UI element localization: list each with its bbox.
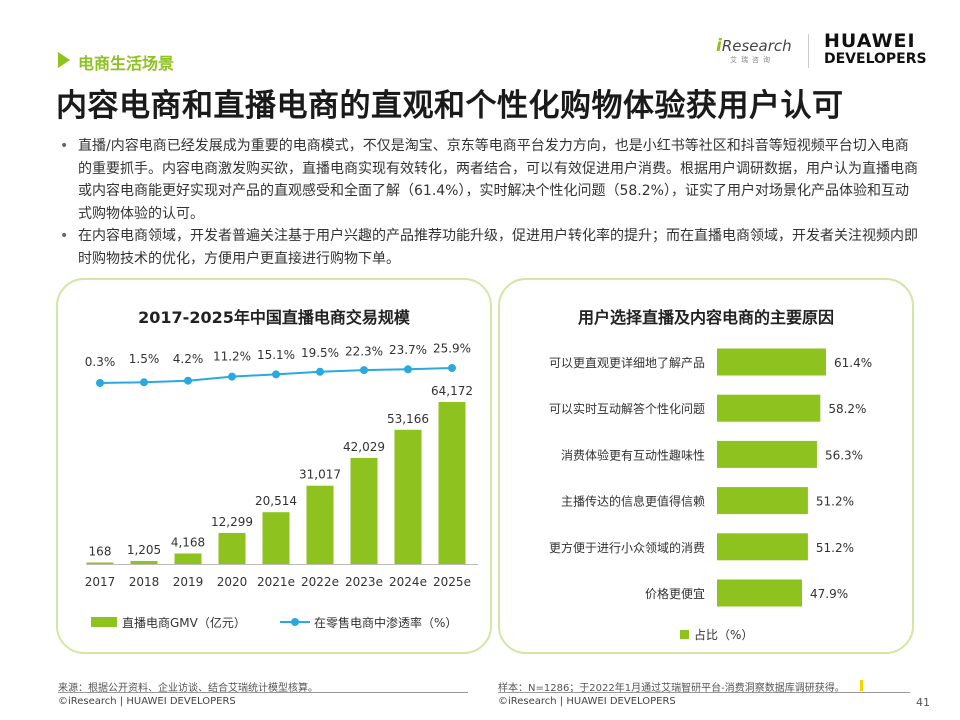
penetration-data-label: 1.5% <box>129 352 160 366</box>
logo-area: iResearch 艾瑞咨询 HUAWEI DEVELOPERS <box>716 32 931 72</box>
gmv-chart: 168 2017 1,205 2018 4,168 2019 12,299 2020 20,51… <box>85 341 478 630</box>
copyright: ©iResearch | HUAWEI DEVELOPERS <box>58 696 236 707</box>
reason-data-label: 56.3% <box>825 448 863 462</box>
penetration-data-label: 25.9% <box>433 341 471 355</box>
iresearch-wordmark: iResearch <box>716 36 792 56</box>
yellow-marker <box>860 680 863 691</box>
gmv-bar <box>306 485 334 564</box>
page-title: 内容电商和直播电商的直观和个性化购物体验获用户认可 <box>56 88 844 124</box>
penetration-data-label: 15.1% <box>257 348 295 362</box>
reason-data-label: 51.2% <box>816 541 854 555</box>
legend-swatch-gmv <box>91 617 117 627</box>
penetration-point <box>316 367 324 376</box>
gmv-data-label: 20,514 <box>255 494 297 508</box>
sample-note: 样本：N=1286；于2022年1月通过艾瑞智研平台-消费洞察数据库调研获得。 <box>498 683 845 694</box>
penetration-data-label: 11.2% <box>213 349 251 363</box>
category-label: 消费体验更有互动性趣味性 <box>561 447 705 462</box>
category-label: 可以更直观更详细地了解产品 <box>549 355 705 370</box>
reason-bar <box>717 487 808 515</box>
category-label: 更方便于进行小众领域的消费 <box>549 540 705 555</box>
penetration-point <box>228 372 236 381</box>
legend-label-gmv: 直播电商GMV（亿元） <box>122 615 246 630</box>
x-tick-label: 2018 <box>129 575 160 589</box>
gmv-bar <box>350 457 378 564</box>
penetration-data-label: 19.5% <box>301 346 339 360</box>
penetration-point <box>184 376 192 385</box>
reason-data-label: 61.4% <box>834 356 872 370</box>
gmv-bar <box>218 532 246 564</box>
penetration-data-label: 4.2% <box>173 352 204 366</box>
category-label: 可以实时互动解答个性化问题 <box>549 401 705 416</box>
gmv-bar <box>174 553 202 564</box>
bullet-list: 直播/内容电商已经发展成为重要的电商模式，不仅是淘宝、京东等电商平台发力方向，也… <box>58 135 918 270</box>
reason-data-label: 58.2% <box>828 402 866 416</box>
gmv-bar <box>86 562 114 564</box>
reason-bar <box>717 579 803 607</box>
x-tick-label: 2020 <box>217 575 248 589</box>
gmv-data-label: 53,166 <box>387 412 429 426</box>
category-label: 主播传达的信息更值得信赖 <box>561 494 705 509</box>
penetration-point <box>360 366 368 375</box>
gmv-data-label: 4,168 <box>171 535 205 549</box>
bullet-item: 在内容电商领域，开发者普遍关注基于用户兴趣的产品推荐功能升级，促进用户转化率的提… <box>58 225 918 270</box>
reasons-chart-title: 用户选择直播及内容电商的主要原因 <box>577 308 834 327</box>
gmv-data-label: 168 <box>89 545 112 559</box>
gmv-bar <box>130 560 158 564</box>
penetration-data-label: 23.7% <box>389 343 427 357</box>
gmv-data-label: 12,299 <box>211 515 253 529</box>
source-note: 来源：根据公开资料、企业访谈、结合艾瑞统计模型核算。 <box>58 683 318 694</box>
x-tick-label: 2022e <box>301 575 339 589</box>
x-tick-label: 2019 <box>173 575 204 589</box>
penetration-data-label: 0.3% <box>85 355 116 369</box>
gmv-data-label: 42,029 <box>343 440 385 454</box>
gmv-chart-title: 2017-2025年中国直播电商交易规模 <box>138 308 410 327</box>
page-number: 41 <box>916 696 930 709</box>
gmv-data-label: 1,205 <box>127 543 161 557</box>
section-label: 电商生活场景 <box>78 54 175 73</box>
legend-label-penetration: 在零售电商中渗透率（%） <box>314 615 457 630</box>
x-tick-label: 2025e <box>433 575 471 589</box>
penetration-point <box>448 364 456 372</box>
reasons-chart-card: 用户选择直播及内容电商的主要原因 可以更直观更详细地了解产品 61.4% 可以实时互… <box>498 278 914 654</box>
x-tick-label: 2017 <box>85 575 116 589</box>
footer-divider <box>498 692 910 693</box>
reason-data-label: 51.2% <box>816 495 854 509</box>
gmv-data-label: 64,172 <box>431 384 473 398</box>
reason-bar <box>717 394 821 422</box>
reasons-chart: 可以更直观更详细地了解产品 61.4% 可以实时互动解答个性化问题 58.2% 消费体验… <box>549 348 872 642</box>
category-label: 价格更便宜 <box>645 586 705 601</box>
penetration-point <box>272 370 280 379</box>
legend-swatch <box>680 630 689 639</box>
footer-divider <box>58 692 468 693</box>
legend-label: 占比（%） <box>694 627 753 642</box>
penetration-data-label: 22.3% <box>345 345 383 359</box>
reason-bar <box>717 348 826 376</box>
section-marker-icon <box>58 52 70 68</box>
legend-swatch-point <box>291 618 299 626</box>
penetration-point <box>140 378 148 387</box>
x-tick-label: 2024e <box>389 575 427 589</box>
gmv-chart-card: 2017-2025年中国直播电商交易规模 168 2017 1,205 2018 4,1… <box>56 278 492 654</box>
reason-bar <box>717 440 817 468</box>
penetration-point <box>96 379 104 387</box>
huawei-developers-logo: HUAWEI DEVELOPERS <box>824 30 927 68</box>
penetration-point <box>404 365 412 374</box>
x-tick-label: 2023e <box>345 575 383 589</box>
gmv-bar <box>394 429 422 564</box>
x-tick-label: 2021e <box>257 575 295 589</box>
bullet-item: 直播/内容电商已经发展成为重要的电商模式，不仅是淘宝、京东等电商平台发力方向，也… <box>58 135 918 225</box>
logo-divider <box>808 34 809 68</box>
gmv-bar <box>438 402 466 564</box>
copyright: ©iResearch | HUAWEI DEVELOPERS <box>498 696 676 707</box>
iresearch-logo: iResearch 艾瑞咨询 <box>716 36 792 64</box>
reason-data-label: 47.9% <box>810 587 848 601</box>
gmv-bar <box>262 512 290 564</box>
reason-bar <box>717 533 808 561</box>
gmv-data-label: 31,017 <box>299 468 341 482</box>
